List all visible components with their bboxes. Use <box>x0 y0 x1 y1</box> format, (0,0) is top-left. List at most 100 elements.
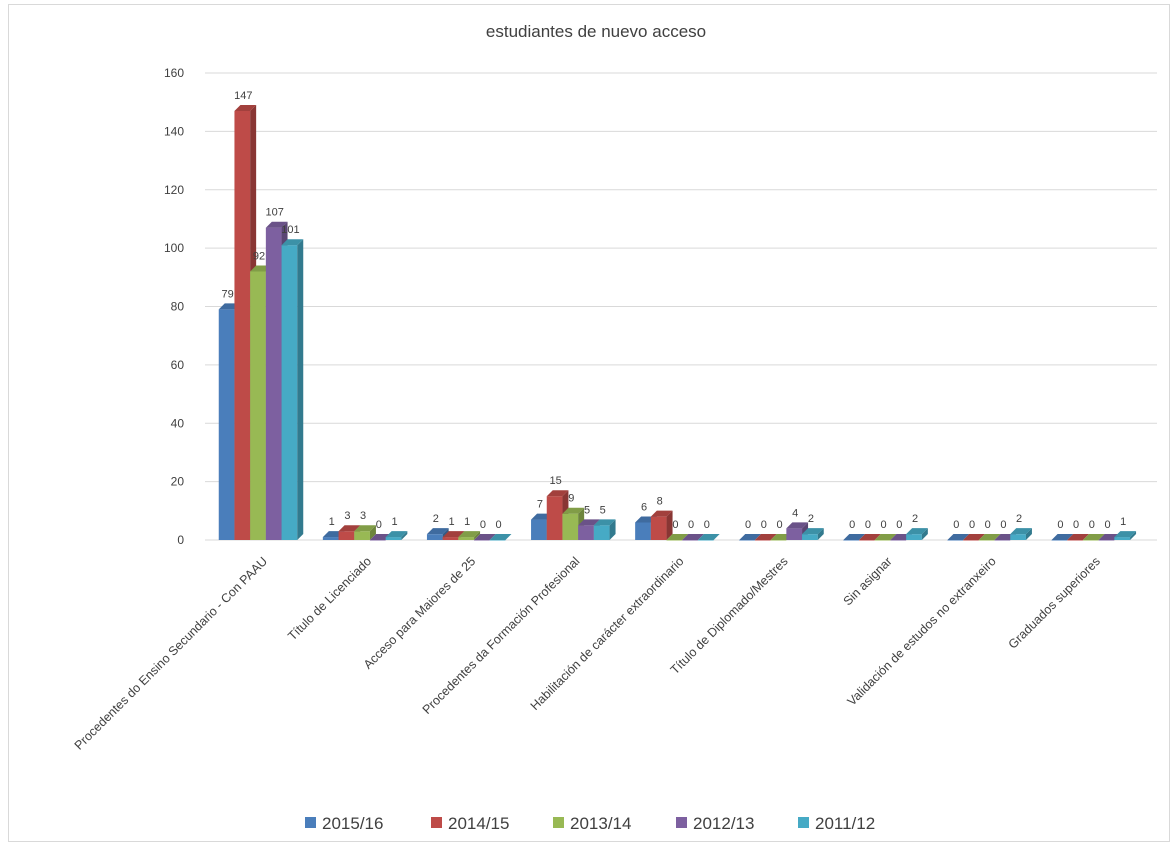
bar-front <box>1010 534 1026 540</box>
data-label: 0 <box>496 519 502 531</box>
bar-front <box>1051 540 1068 541</box>
bar-side <box>369 525 376 540</box>
data-label: 2 <box>433 513 439 525</box>
bar-front <box>578 525 594 540</box>
data-label: 0 <box>896 519 902 531</box>
data-label: 2 <box>808 513 814 525</box>
bar-front <box>786 528 803 540</box>
bar-side <box>297 239 304 541</box>
bar-2014-15 <box>650 510 673 540</box>
bar-top <box>281 239 304 246</box>
bar-top <box>859 534 881 540</box>
data-label: 3 <box>344 510 350 522</box>
data-label: 9 <box>568 493 574 505</box>
bar-side <box>474 531 481 540</box>
bar-top <box>593 519 616 526</box>
legend-label: 2011/12 <box>815 814 875 833</box>
data-label: 0 <box>480 519 486 531</box>
bar-front <box>682 540 698 541</box>
legend-label: 2012/13 <box>693 814 754 833</box>
x-category-label: Procedentes do Ensino Secundario - Con P… <box>72 554 270 752</box>
bar-2011-12 <box>385 531 408 540</box>
data-label: 5 <box>600 504 606 516</box>
bar-front <box>338 531 355 540</box>
bar-front <box>531 519 547 540</box>
bar-top <box>546 490 569 497</box>
bar-front <box>739 540 755 541</box>
x-category-label: Sin asignar <box>841 554 895 608</box>
bar-top <box>754 534 777 540</box>
bar-front <box>650 516 667 540</box>
bar-front <box>546 496 563 540</box>
legend-swatch <box>431 817 442 828</box>
x-axis-categories: Procedentes do Ensino Secundario - Con P… <box>72 554 1103 752</box>
bar-side <box>921 528 928 540</box>
data-label: 7 <box>537 499 543 511</box>
y-tick-label: 20 <box>171 475 185 489</box>
bar-2011-12 <box>802 528 824 540</box>
bar-top <box>666 534 689 540</box>
legend-swatch <box>305 817 316 828</box>
legend-label: 2013/14 <box>570 814 631 833</box>
data-label: 0 <box>969 519 975 531</box>
bar-2015-16 <box>1051 534 1074 541</box>
data-label: 0 <box>672 519 678 531</box>
data-label: 0 <box>1057 519 1063 531</box>
data-label: 0 <box>881 519 887 531</box>
bar-front <box>218 309 235 540</box>
legend: 2015/16 2014/15 2013/14 2012/13 2011/12 <box>305 814 875 833</box>
bar-2013-14 <box>354 525 376 540</box>
bar-top <box>489 534 512 540</box>
bar-top <box>802 528 824 535</box>
bar-top <box>843 534 866 540</box>
data-label: 8 <box>657 496 663 508</box>
bar-front <box>978 540 995 541</box>
bar-top <box>650 510 673 517</box>
data-label: 0 <box>745 519 751 531</box>
bar-top <box>697 534 720 540</box>
bar-top <box>1082 534 1105 540</box>
bar-2014-15 <box>754 534 777 541</box>
bar-side <box>817 528 824 540</box>
data-label: 147 <box>234 90 252 102</box>
bar-front <box>1067 540 1083 541</box>
data-label: 0 <box>985 519 991 531</box>
bar-front <box>890 540 907 541</box>
bar-2012-13 <box>682 534 704 541</box>
y-tick-label: 80 <box>171 300 185 314</box>
y-tick-label: 140 <box>164 124 184 138</box>
data-label: 0 <box>376 519 382 531</box>
bar-top <box>682 534 704 540</box>
bar-top <box>963 534 985 540</box>
data-label: 5 <box>584 504 590 516</box>
data-label: 0 <box>865 519 871 531</box>
data-label: 0 <box>1089 519 1095 531</box>
gridlines <box>205 72 1157 541</box>
bar-front <box>474 540 490 541</box>
bar-front <box>906 534 922 540</box>
data-label: 0 <box>688 519 694 531</box>
bar-front <box>802 534 818 540</box>
bar-front <box>770 540 787 541</box>
legend-item: 2014/15 <box>431 814 509 833</box>
bar-front <box>562 513 579 540</box>
bar-front <box>250 271 266 540</box>
x-category-label: Título de Diplomado/Mestres <box>668 554 791 677</box>
bar-top <box>874 534 897 540</box>
bar-front <box>593 525 610 540</box>
legend-label: 2014/15 <box>448 814 509 833</box>
bar-front <box>843 540 860 541</box>
data-label: 2 <box>1016 513 1022 525</box>
bar-2011-12 <box>281 239 304 541</box>
bar-top <box>578 519 600 526</box>
bar-top <box>1051 534 1074 540</box>
data-label: 3 <box>360 510 366 522</box>
bar-2014-15 <box>963 534 985 541</box>
bar-front <box>385 537 402 540</box>
data-label: 0 <box>1073 519 1079 531</box>
data-label: 1 <box>1120 516 1126 528</box>
data-label: 0 <box>1000 519 1006 531</box>
bar-top <box>442 531 465 538</box>
bar-2013-14 <box>1082 534 1105 541</box>
